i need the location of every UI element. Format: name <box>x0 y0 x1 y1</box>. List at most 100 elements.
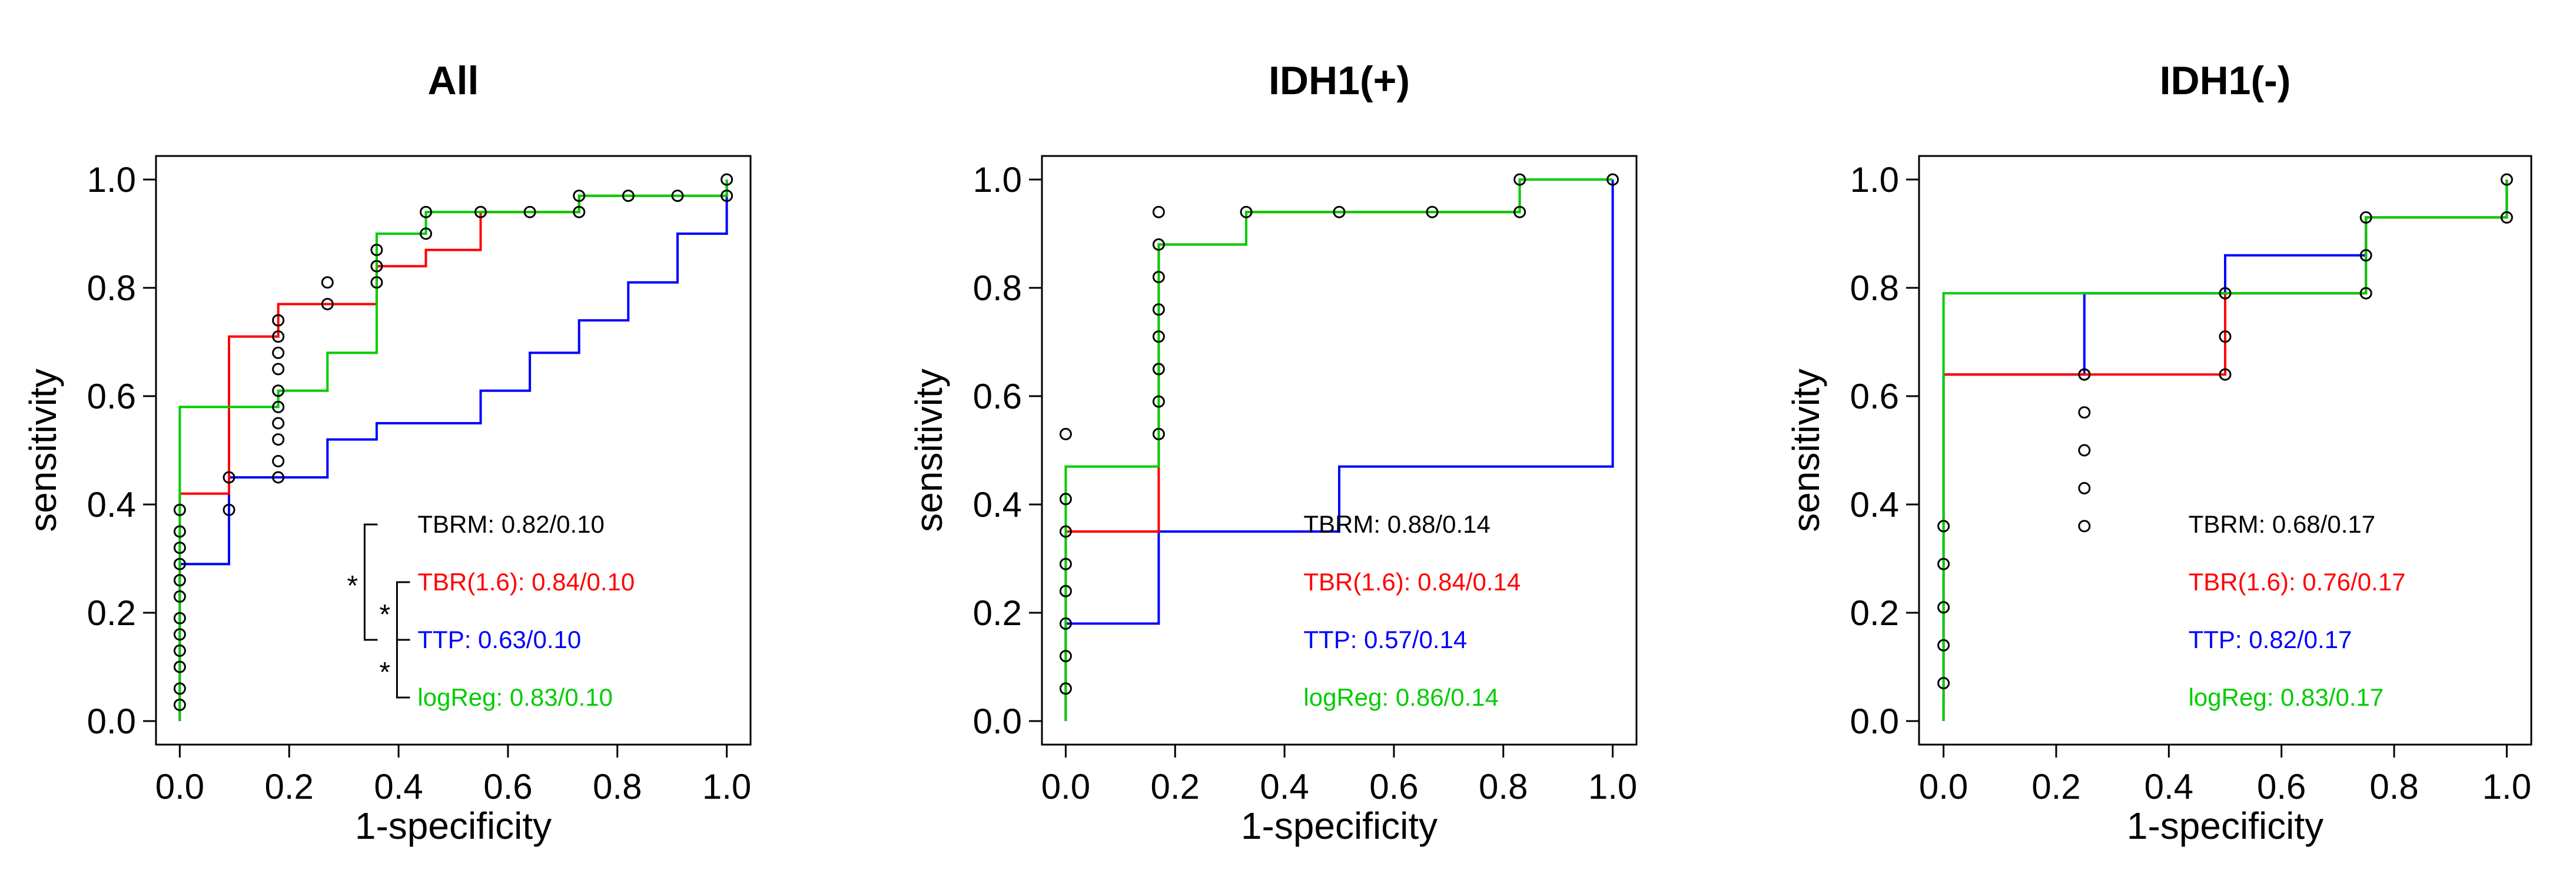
tbrm-point <box>272 433 285 446</box>
x-tick-label: 0.8 <box>593 767 642 806</box>
tbrm-point <box>173 612 186 625</box>
tbrm-point <box>1937 639 1950 652</box>
tbrm-point <box>622 190 635 202</box>
tbrm-point <box>370 276 383 289</box>
y-tick-label: 0.4 <box>1850 485 1899 524</box>
tbrm-point <box>2078 520 2091 533</box>
tbrm-point <box>1152 271 1165 284</box>
panel-title: IDH1(-) <box>2160 58 2291 103</box>
y-tick-label: 0.8 <box>87 268 136 308</box>
y-tick-label: 0.2 <box>87 593 136 633</box>
tbrm-point <box>173 542 186 554</box>
tbrm-point <box>1152 395 1165 408</box>
legend-entry: TBR(1.6): 0.84/0.14 <box>1303 568 1521 596</box>
y-axis-label: sensitivity <box>1785 368 1827 532</box>
tbrm-point <box>1059 525 1072 538</box>
y-tick-label: 0.8 <box>973 268 1022 308</box>
tbrm-point <box>2500 211 2513 224</box>
tbrm-point <box>1937 557 1950 570</box>
tbrm-point <box>272 346 285 359</box>
tbrm-point <box>1513 173 1526 186</box>
significance-star: * <box>379 657 390 688</box>
significance-brackets: * * * <box>347 523 410 699</box>
tbrm-point <box>1513 205 1526 218</box>
legend-entry: TBRM: 0.88/0.14 <box>1303 510 1490 538</box>
tbrm-point <box>2078 481 2091 494</box>
tbrm-point <box>2219 287 2232 300</box>
tbrm-point <box>173 574 186 587</box>
legend: TBRM: 0.88/0.14 TBR(1.6): 0.84/0.14 TTP: 0… <box>1303 510 1521 711</box>
tbrm-point <box>1937 677 1950 690</box>
x-tick-label: 0.4 <box>374 767 423 806</box>
tbrm-point <box>370 244 383 257</box>
roc-curve-ttp <box>178 180 728 721</box>
y-axis-label: sensitivity <box>908 368 950 532</box>
tbrm-point <box>2078 444 2091 457</box>
y-tick-label: 0.0 <box>87 702 136 741</box>
legend-entry: TBRM: 0.68/0.17 <box>2189 510 2375 538</box>
tbrm-point <box>1426 205 1439 218</box>
roc-panel-3: IDH1(-) 0.0 0.2 0.4 0.6 0.8 1.0 0.0 0.2 0.4 0.6 0.8… <box>1785 58 2532 847</box>
tbrm-point <box>223 471 235 484</box>
legend: TBRM: 0.68/0.17 TBR(1.6): 0.76/0.17 TTP: 0… <box>2189 510 2406 711</box>
tbrm-point <box>1059 682 1072 695</box>
tbrm-point <box>1152 363 1165 376</box>
x-axis-label: 1-specificity <box>355 805 552 847</box>
tbrm-point <box>1059 493 1072 506</box>
tbrm-point <box>1937 520 1950 533</box>
tbrm-point <box>173 628 186 641</box>
tbrm-point <box>1152 238 1165 251</box>
y-tick-label: 1.0 <box>87 160 136 200</box>
tbrm-point <box>1059 650 1072 663</box>
x-tick-label: 0.6 <box>483 767 532 806</box>
tbrm-point <box>721 190 733 202</box>
tbrm-point <box>420 205 433 218</box>
tbrm-point <box>573 205 586 218</box>
roc-curve-logreg <box>1942 180 2508 721</box>
tbrm-point <box>523 205 536 218</box>
tbrm-point <box>1152 303 1165 316</box>
tbrm-point <box>173 557 186 570</box>
tbrm-point <box>223 503 235 516</box>
y-tick-label: 0.2 <box>973 593 1022 633</box>
roc-curve-ttp <box>1064 180 1614 721</box>
tbrm-point <box>2359 287 2372 300</box>
tbrm-point <box>272 454 285 467</box>
tbrm-point <box>1152 330 1165 343</box>
tbrm-point <box>2078 406 2091 419</box>
tbrm-point <box>1606 173 1619 186</box>
tbrm-point <box>1059 557 1072 570</box>
tbrm-point <box>272 400 285 413</box>
y-tick-label: 0.0 <box>1850 702 1899 741</box>
legend-entry: TTP: 0.57/0.14 <box>1303 626 1467 653</box>
y-axis-label: sensitivity <box>22 368 64 532</box>
tbrm-point <box>1240 205 1253 218</box>
significance-bracket <box>396 639 410 699</box>
x-tick-label: 1.0 <box>2482 767 2531 806</box>
x-tick-label: 0.0 <box>1919 767 1968 806</box>
y-tick-label: 0.4 <box>87 485 136 524</box>
legend-entry: TBR(1.6): 0.76/0.17 <box>2189 568 2406 596</box>
x-tick-label: 0.2 <box>1151 767 1200 806</box>
x-tick-label: 1.0 <box>1588 767 1637 806</box>
x-tick-label: 1.0 <box>702 767 751 806</box>
tbrm-point <box>272 417 285 430</box>
tbrm-point <box>173 682 186 695</box>
tbrm-point <box>173 644 186 657</box>
tbrm-point <box>1059 585 1072 597</box>
x-axis-label: 1-specificity <box>1241 805 1438 847</box>
tbrm-point <box>173 525 186 538</box>
tbrm-point <box>272 363 285 376</box>
panel-title: IDH1(+) <box>1269 58 1410 103</box>
tbrm-points <box>173 173 733 711</box>
tbrm-point <box>2219 368 2232 381</box>
x-tick-label: 0.6 <box>2257 767 2306 806</box>
tbrm-point <box>370 260 383 273</box>
tbrm-point <box>173 698 186 711</box>
tbrm-point <box>272 471 285 484</box>
x-tick-label: 0.2 <box>2031 767 2080 806</box>
legend-entry: logReg: 0.83/0.10 <box>417 683 613 711</box>
roc-panel-1: All 0.0 0.2 0.4 0.6 0.8 1.0 0.0 0.2 0.4 0.6 0.8 1.0 1… <box>22 58 752 847</box>
x-tick-label: 0.0 <box>155 767 204 806</box>
x-tick-label: 0.6 <box>1369 767 1418 806</box>
